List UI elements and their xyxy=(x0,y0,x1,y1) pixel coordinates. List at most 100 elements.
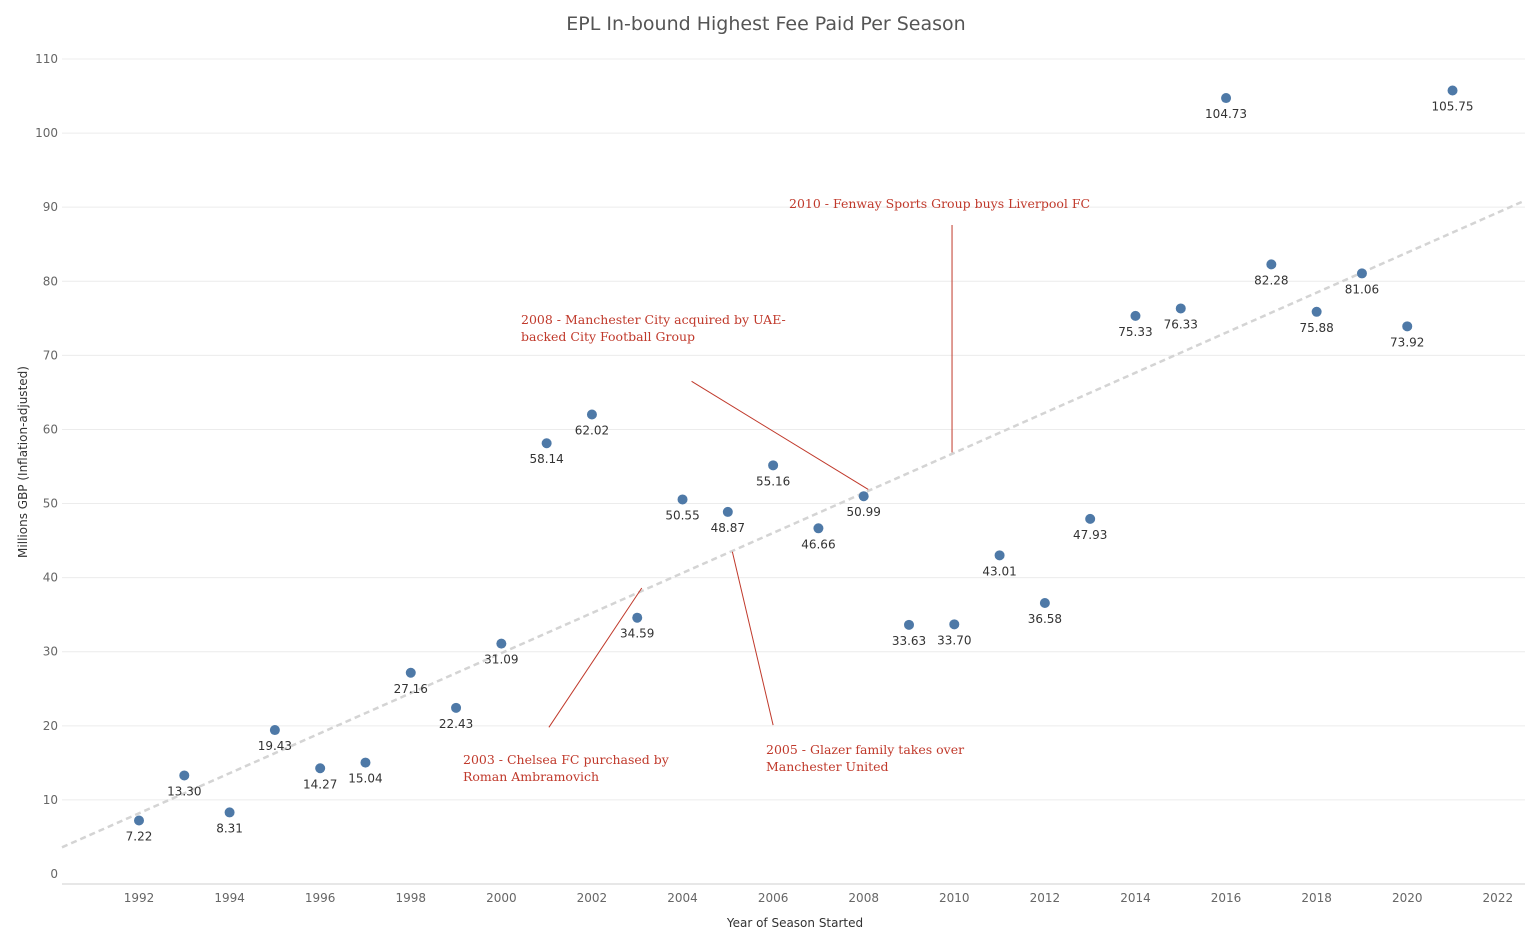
data-point xyxy=(496,638,507,649)
data-point xyxy=(269,725,280,736)
data-point xyxy=(1130,310,1141,321)
x-tick-label: 2012 xyxy=(1030,891,1061,905)
data-label: 14.27 xyxy=(303,777,337,791)
data-label: 76.33 xyxy=(1164,317,1198,331)
data-point xyxy=(1175,303,1186,314)
data-label: 58.14 xyxy=(529,452,563,466)
data-label: 22.43 xyxy=(439,717,473,731)
x-tick-label: 2000 xyxy=(486,891,517,905)
data-point xyxy=(722,506,733,517)
trend-line xyxy=(61,199,1526,849)
x-tick-label: 2018 xyxy=(1301,891,1332,905)
trend-line-group xyxy=(61,199,1526,849)
annotation-text: 2008 - Manchester City acquired by UAE- xyxy=(521,312,786,327)
x-tick-label: 1996 xyxy=(305,891,336,905)
data-point xyxy=(360,757,371,768)
data-label: 7.22 xyxy=(126,830,153,844)
x-tick-label: 2014 xyxy=(1120,891,1151,905)
data-labels: 7.22 13.30 8.31 19.43 14.27 15.04 27.16 22.43 31… xyxy=(126,99,1474,843)
annotation-text: 2010 - Fenway Sports Group buys Liverpoo… xyxy=(789,196,1090,211)
data-point xyxy=(134,815,144,826)
x-tick-label: 2008 xyxy=(848,891,879,905)
data-point xyxy=(586,409,597,420)
x-tick-label: 2006 xyxy=(758,891,789,905)
data-label: 46.66 xyxy=(801,537,835,551)
data-point xyxy=(858,491,869,502)
x-tick-label: 2004 xyxy=(667,891,698,905)
data-label: 15.04 xyxy=(348,772,382,786)
x-tick-label: 2020 xyxy=(1392,891,1423,905)
y-tick-label: 80 xyxy=(43,274,58,288)
data-point xyxy=(1447,85,1458,96)
data-label: 34.59 xyxy=(620,627,654,641)
data-label: 19.43 xyxy=(258,739,292,753)
data-point xyxy=(1085,513,1096,524)
y-tick-label: 50 xyxy=(43,497,58,511)
annotation-pointer xyxy=(548,587,643,728)
y-tick-label: 20 xyxy=(43,719,58,733)
data-point xyxy=(1402,321,1413,332)
annotation-text: Manchester United xyxy=(766,759,889,774)
annotation xyxy=(691,380,869,490)
data-point xyxy=(904,619,914,630)
annotations: 2003 - Chelsea FC purchased by Roman Ambr… xyxy=(463,196,1090,784)
annotation xyxy=(731,551,774,726)
data-label: 48.87 xyxy=(711,521,745,535)
data-point xyxy=(949,619,960,630)
data-label: 50.55 xyxy=(665,508,699,522)
y-axis-label: Millions GBP (Inflation-adjusted) xyxy=(16,366,30,558)
data-point xyxy=(677,494,688,505)
chart-title: EPL In-bound Highest Fee Paid Per Season xyxy=(566,13,965,35)
annotation-text: 2003 - Chelsea FC purchased by xyxy=(463,752,670,767)
data-label: 31.09 xyxy=(484,653,518,667)
data-label: 13.30 xyxy=(167,784,201,798)
data-label: 33.70 xyxy=(937,633,971,647)
y-tick-label: 70 xyxy=(43,348,58,362)
data-point xyxy=(994,550,1005,561)
annotation-text: 2005 - Glazer family takes over xyxy=(766,742,964,757)
annotation xyxy=(548,587,643,728)
y-tick-label: 100 xyxy=(35,126,58,140)
data-point xyxy=(1266,259,1277,270)
data-point xyxy=(1356,268,1367,279)
y-tick-label: 0 xyxy=(50,867,58,881)
y-tick-label: 30 xyxy=(43,645,58,659)
annotation-text: Roman Ambramovich xyxy=(463,769,599,784)
data-label: 104.73 xyxy=(1205,107,1247,121)
data-label: 73.92 xyxy=(1390,335,1424,349)
data-label: 50.99 xyxy=(847,505,881,519)
annotation-text: backed City Football Group xyxy=(521,329,695,344)
x-tick-labels: 1992 1994 1996 1998 2000 2002 2004 2006 2008 2010… xyxy=(124,891,1513,905)
x-tick-label: 1998 xyxy=(395,891,426,905)
annotation-pointer xyxy=(731,551,774,726)
x-axis-label: Year of Season Started xyxy=(726,916,863,930)
data-label: 75.88 xyxy=(1299,321,1333,335)
data-point xyxy=(179,770,190,781)
data-point xyxy=(224,807,235,818)
x-tick-label: 2022 xyxy=(1483,891,1514,905)
data-label: 81.06 xyxy=(1345,282,1379,296)
data-point xyxy=(1039,597,1050,608)
data-label: 43.01 xyxy=(982,564,1016,578)
data-point xyxy=(315,763,326,774)
data-label: 105.75 xyxy=(1432,99,1474,113)
data-point xyxy=(1221,93,1232,104)
data-label: 8.31 xyxy=(216,821,243,835)
data-label: 75.33 xyxy=(1118,325,1152,339)
x-tick-label: 2002 xyxy=(577,891,608,905)
data-label: 55.16 xyxy=(756,474,790,488)
data-label: 33.63 xyxy=(892,634,926,648)
data-label: 27.16 xyxy=(394,682,428,696)
data-points xyxy=(134,85,1458,826)
annotation-pointer xyxy=(691,380,869,490)
data-label: 82.28 xyxy=(1254,273,1288,287)
y-tick-labels: 0 10 20 30 40 50 60 70 80 90 100 110 xyxy=(35,52,58,881)
data-label: 36.58 xyxy=(1028,612,1062,626)
data-point xyxy=(1311,306,1322,317)
data-label: 62.02 xyxy=(575,423,609,437)
data-point xyxy=(405,667,416,678)
data-point xyxy=(768,460,779,471)
x-tick-label: 1992 xyxy=(124,891,155,905)
